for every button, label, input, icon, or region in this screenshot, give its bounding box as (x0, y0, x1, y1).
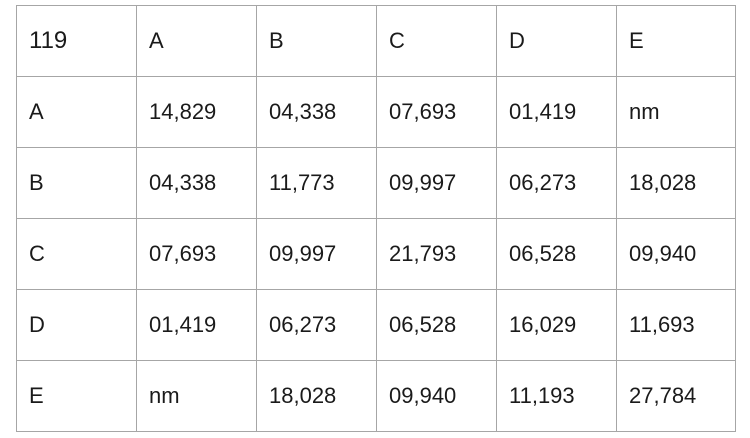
table-row: A 14,829 04,338 07,693 01,419 nm (16, 76, 736, 148)
row-header: A (16, 76, 137, 148)
table-cell: 11,193 (496, 360, 617, 432)
table-row: D 01,419 06,273 06,528 16,029 11,693 (16, 289, 736, 361)
table-cell: 07,693 (376, 76, 497, 148)
table-row: E nm 18,028 09,940 11,193 27,784 (16, 360, 736, 432)
table-cell: 14,829 (136, 76, 257, 148)
row-header: E (16, 360, 137, 432)
distance-matrix-table: 119 A B C D E A 14,829 04,338 07,693 01,… (16, 5, 736, 432)
table-row: C 07,693 09,997 21,793 06,528 09,940 (16, 218, 736, 290)
corner-cell: 119 (16, 5, 137, 77)
table-cell: 06,528 (376, 289, 497, 361)
header-row: 119 A B C D E (16, 5, 736, 77)
table-cell: 09,940 (616, 218, 736, 290)
table-cell: nm (616, 76, 736, 148)
table-cell: nm (136, 360, 257, 432)
table-cell: 18,028 (616, 147, 736, 219)
table-cell: 11,773 (256, 147, 377, 219)
column-header: C (376, 5, 497, 77)
table-cell: 09,997 (256, 218, 377, 290)
table-cell: 04,338 (136, 147, 257, 219)
table-cell: 06,528 (496, 218, 617, 290)
table-cell: 01,419 (136, 289, 257, 361)
column-header: E (616, 5, 736, 77)
row-header: D (16, 289, 137, 361)
table-cell: 18,028 (256, 360, 377, 432)
table-cell: 27,784 (616, 360, 736, 432)
table-cell: 07,693 (136, 218, 257, 290)
table-cell: 16,029 (496, 289, 617, 361)
table-cell: 09,940 (376, 360, 497, 432)
table-row: B 04,338 11,773 09,997 06,273 18,028 (16, 147, 736, 219)
table-cell: 06,273 (496, 147, 617, 219)
table-cell: 01,419 (496, 76, 617, 148)
column-header: D (496, 5, 617, 77)
table-cell: 11,693 (616, 289, 736, 361)
row-header: C (16, 218, 137, 290)
table-cell: 04,338 (256, 76, 377, 148)
table-cell: 21,793 (376, 218, 497, 290)
table-cell: 09,997 (376, 147, 497, 219)
table-cell: 06,273 (256, 289, 377, 361)
column-header: A (136, 5, 257, 77)
row-header: B (16, 147, 137, 219)
column-header: B (256, 5, 377, 77)
